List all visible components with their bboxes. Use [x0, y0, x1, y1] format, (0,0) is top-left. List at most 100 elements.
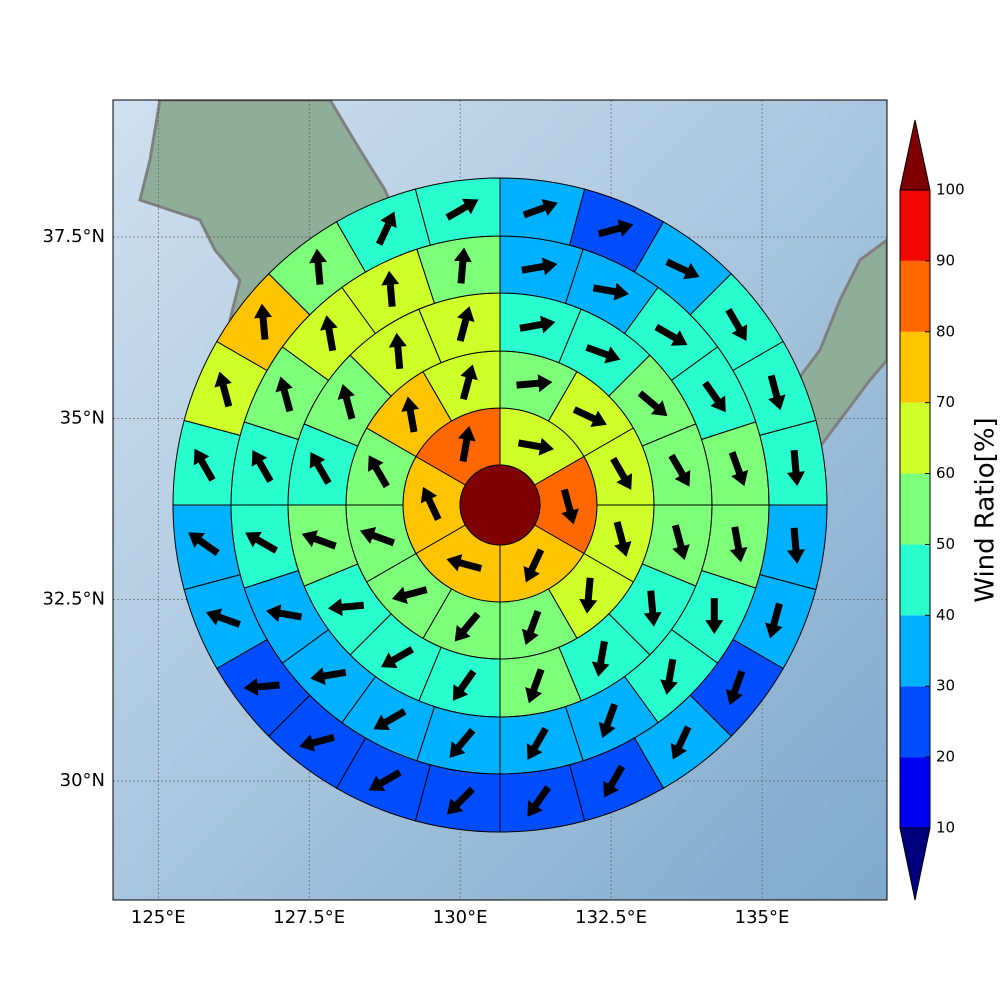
wind-arrow: [725, 670, 746, 706]
wind-arrow: [660, 658, 678, 695]
colorbar-segment: [900, 260, 930, 332]
wind-arrow: [401, 396, 420, 433]
wind-arrow: [579, 577, 598, 614]
wind-arrow: [603, 764, 626, 798]
wind-arrow: [243, 677, 280, 696]
wind-arrow: [668, 453, 691, 487]
wind-arrow: [598, 703, 618, 739]
y-tick-label: 30°N: [60, 770, 105, 791]
wind-arrow: [572, 406, 607, 427]
wind-arrow: [654, 323, 688, 346]
wind-arrow: [309, 248, 328, 285]
wind-arrow: [525, 668, 545, 704]
colorbar-segment: [900, 686, 930, 758]
colorbar-segment: [900, 544, 930, 616]
colorbar-tick-label: 30: [936, 677, 955, 695]
wind-arrow: [388, 332, 407, 370]
wind-arrow: [391, 586, 428, 604]
colorbar-tick-label: 10: [936, 819, 955, 837]
wind-arrow: [376, 211, 397, 246]
wind-arrow: [452, 669, 477, 701]
colorbar-segment: [900, 402, 930, 474]
wind-arrow: [254, 303, 273, 340]
wind-arrow: [592, 282, 629, 301]
wind-arrow: [729, 526, 748, 563]
wind-arrow: [368, 769, 402, 792]
wind-arrow: [521, 609, 542, 646]
colorbar-tick-label: 20: [936, 748, 955, 766]
wind-arrow: [523, 548, 545, 583]
wind-arrow: [359, 526, 396, 547]
wind-arrow: [725, 307, 748, 341]
wind-arrow: [457, 425, 476, 463]
wind-arrow: [585, 344, 621, 364]
colorbar-tick-label: 60: [936, 464, 955, 482]
y-tick-label: 32.5°N: [42, 589, 105, 610]
wind-arrow: [517, 437, 554, 456]
wind-arrow: [670, 725, 692, 760]
wind-arrow: [521, 257, 558, 276]
wind-arrow: [251, 450, 274, 483]
wind-arrow: [610, 456, 633, 490]
wind-arrow: [671, 524, 690, 561]
wind-arrow: [787, 527, 805, 564]
wind-arrow: [266, 604, 303, 623]
map-frame: [112, 99, 888, 901]
colorbar-tick-label: 90: [936, 251, 955, 269]
y-tick-label: 37.5°N: [42, 226, 105, 247]
wind-arrow: [320, 315, 338, 352]
x-tick-label: 135°E: [735, 907, 790, 928]
wind-arrow: [456, 306, 475, 342]
wind-arrow: [454, 611, 481, 642]
wind-arrow: [188, 532, 220, 556]
wind-arrow: [299, 733, 335, 752]
wind-arrow: [728, 451, 749, 487]
wind-arrow: [275, 376, 294, 413]
colorbar-extend-max: [899, 119, 931, 191]
wind-arrow: [449, 728, 476, 758]
x-tick-label: 125°E: [131, 907, 186, 928]
wind-arrow: [214, 371, 233, 408]
wind-arrow: [767, 374, 786, 411]
wind-arrow: [446, 554, 483, 572]
wind-arrow: [373, 708, 407, 731]
colorbar-tick-label: 100: [936, 181, 965, 199]
wind-arrow: [446, 786, 475, 815]
wind-arrow: [765, 602, 783, 639]
colorbar-segment: [900, 473, 930, 545]
wind-arrow: [643, 590, 662, 627]
wind-arrow: [367, 455, 390, 489]
wind-arrow: [459, 364, 478, 401]
wind-arrow: [597, 219, 634, 238]
wind-arrow: [613, 521, 632, 557]
wind-arrow: [205, 608, 241, 628]
x-tick-label: 127.5°E: [273, 907, 345, 928]
colorbar-tick-label: 50: [936, 535, 955, 553]
wind-arrow: [705, 598, 724, 635]
wind-arrow: [445, 198, 479, 221]
colorbar-label: Wind Ratio[%]: [971, 417, 1000, 602]
wind-arrow: [519, 315, 556, 334]
colorbar-tick-label: 70: [936, 393, 955, 411]
wind-arrow: [310, 667, 347, 685]
wind-arrow: [591, 640, 610, 677]
colorbar-extend-min: [899, 827, 931, 901]
wind-arrow: [702, 380, 726, 413]
wind-arrow: [337, 384, 356, 420]
wind-arrow: [527, 785, 551, 817]
wind-arrow: [301, 530, 337, 550]
colorbar-segment: [900, 190, 930, 261]
wind-arrow: [787, 449, 805, 487]
colorbar-frame: [899, 189, 931, 829]
wind-arrow: [381, 270, 400, 307]
colorbar-segment: [900, 331, 930, 403]
wind-arrow: [665, 258, 700, 280]
colorbar-tick-label: 40: [936, 606, 955, 624]
wind-arrow: [526, 726, 549, 760]
map: [113, 100, 887, 900]
wind-arrow: [193, 448, 216, 482]
wind-arrow: [327, 598, 365, 617]
center-cell: [459, 464, 541, 546]
wind-arrow: [516, 374, 553, 393]
